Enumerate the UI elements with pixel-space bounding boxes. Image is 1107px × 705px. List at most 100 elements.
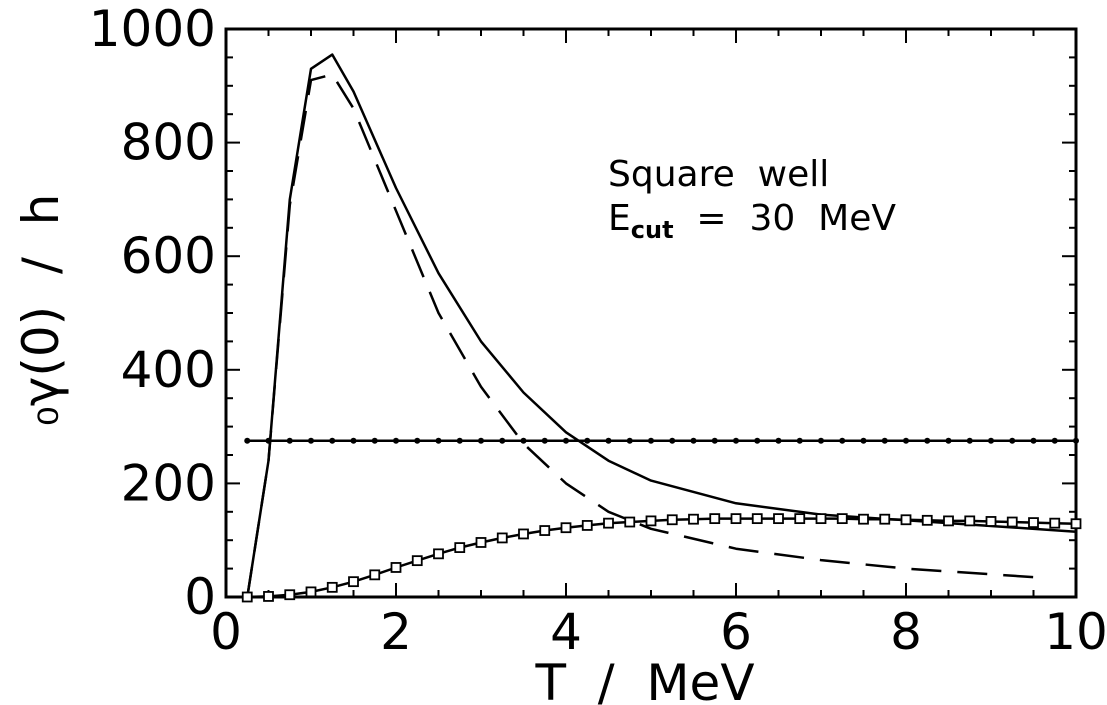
x-tick-label: 4	[550, 603, 582, 661]
square-marker	[241, 591, 253, 603]
square-marker	[263, 591, 274, 602]
square-marker	[666, 514, 678, 526]
square-marker	[836, 513, 848, 525]
y-tick-label: 0	[184, 568, 216, 626]
square-marker	[964, 515, 976, 527]
dot-marker	[924, 437, 931, 444]
square-marker	[815, 513, 827, 525]
square-marker	[751, 513, 763, 525]
ticks: 0 2 4 6 8 10 0 200 400 600 800 1000	[89, 0, 1107, 661]
dot-marker	[860, 437, 867, 444]
dot-marker	[350, 437, 357, 444]
x-tick-label: 8	[890, 603, 922, 661]
dot-marker	[988, 437, 994, 444]
annotation-e: E	[608, 198, 631, 239]
dot-marker	[690, 437, 697, 444]
x-tick-label: 2	[380, 603, 412, 661]
square-marker	[1070, 518, 1082, 530]
dot-marker	[733, 437, 739, 444]
dot-marker	[1073, 437, 1079, 444]
dot-marker	[648, 437, 654, 444]
x-tick-label: 10	[1044, 603, 1107, 661]
dot-marker	[584, 437, 591, 444]
dot-marker	[456, 437, 463, 444]
square-marker	[1028, 517, 1039, 528]
dot-marker	[329, 437, 336, 444]
x-tick-label: 6	[720, 603, 752, 661]
dot-marker	[563, 437, 569, 444]
square-marker	[496, 532, 508, 544]
dot-marker	[626, 437, 633, 444]
dot-marker	[1009, 437, 1016, 444]
dot-marker	[435, 437, 442, 444]
square-marker	[624, 516, 636, 528]
square-marker	[1049, 517, 1061, 529]
square-marker	[369, 569, 381, 581]
dot-marker	[541, 437, 548, 444]
square-marker	[560, 522, 572, 534]
annotation-value: = 30 MeV	[674, 198, 897, 239]
y-tick-label: 600	[121, 227, 216, 285]
square-marker	[645, 515, 657, 527]
annotation-line-2: Ecut = 30 MeV	[608, 198, 896, 244]
square-marker	[284, 589, 296, 601]
dot-marker	[818, 437, 824, 444]
x-tick-label: 0	[210, 603, 242, 661]
dot-marker	[605, 437, 612, 444]
dot-marker	[499, 437, 506, 444]
square-marker	[985, 516, 997, 527]
y-tick-label: 1000	[89, 0, 216, 58]
square-marker	[879, 513, 891, 525]
square-marker	[773, 513, 784, 525]
dot-marker	[775, 437, 782, 444]
square-marker	[411, 555, 423, 567]
series-line-2	[246, 73, 1034, 598]
annotation-line-1: Square well	[608, 154, 829, 195]
dot-marker	[754, 437, 761, 444]
dot-marker	[520, 437, 527, 444]
dot-marker	[945, 437, 952, 444]
square-marker	[518, 528, 529, 540]
square-marker	[390, 562, 402, 573]
square-marker	[1006, 516, 1018, 528]
y-tick-label: 200	[121, 454, 216, 512]
series-line-4	[247, 517, 1077, 599]
square-marker	[730, 513, 742, 525]
plot-frame	[224, 27, 1078, 599]
square-marker	[943, 515, 954, 527]
x-axis-title: T / MeV	[534, 654, 754, 705]
square-marker	[794, 513, 806, 525]
dot-marker	[286, 437, 293, 444]
square-marker	[433, 548, 444, 560]
series-group	[241, 53, 1082, 603]
dot-marker	[371, 437, 378, 444]
dot-marker	[1051, 437, 1058, 444]
square-marker	[539, 525, 551, 536]
y-tick-label: 400	[121, 341, 216, 399]
square-marker	[475, 537, 487, 548]
dot-marker	[966, 437, 973, 444]
annotation-subscript: cut	[631, 216, 674, 244]
series-line-1	[246, 53, 1077, 598]
square-marker	[326, 581, 338, 593]
square-marker	[305, 586, 317, 598]
dot-marker	[881, 437, 888, 444]
square-marker	[900, 514, 912, 526]
dot-marker	[711, 437, 718, 444]
square-marker	[348, 576, 359, 588]
dot-marker	[414, 437, 421, 444]
dot-marker	[478, 437, 484, 444]
square-marker	[858, 513, 869, 525]
y-tick-label: 800	[121, 114, 216, 172]
dot-marker	[265, 437, 272, 444]
square-marker	[581, 520, 593, 531]
dot-marker	[308, 437, 314, 444]
dot-marker	[796, 437, 803, 444]
dot-marker	[393, 437, 399, 444]
dot-marker	[1030, 437, 1037, 444]
dot-marker	[244, 437, 251, 444]
dot-marker	[839, 437, 846, 444]
dot-marker	[669, 437, 676, 444]
square-marker	[603, 517, 614, 529]
